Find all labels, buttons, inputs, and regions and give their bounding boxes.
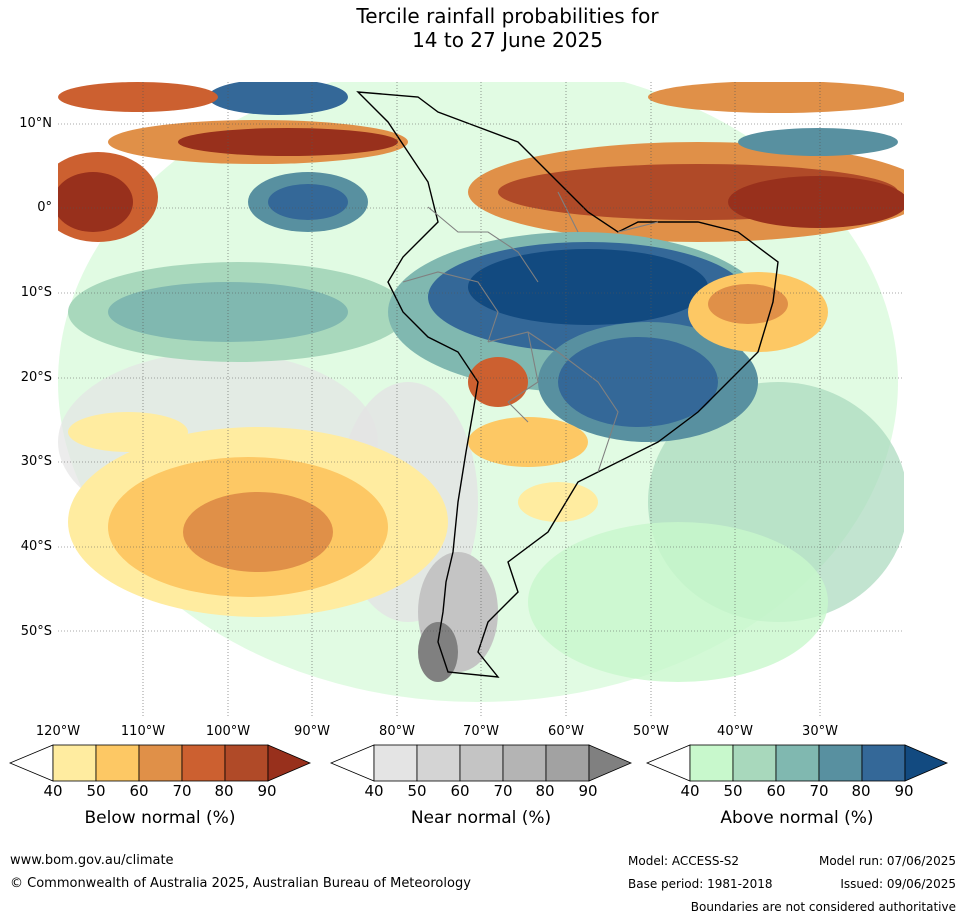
below-tick-70: 70 (172, 782, 192, 800)
lat-label-30s: 30°S (20, 454, 52, 469)
near-colorbar-min-arrow (329, 744, 375, 782)
title-line-1: Tercile rainfall probabilities for (356, 4, 659, 28)
near-tick-60: 60 (450, 782, 470, 800)
footer-model: Model: ACCESS-S2 (628, 854, 740, 868)
lon-label-40w: 40°W (717, 724, 753, 739)
lon-label-50w: 50°W (633, 724, 669, 739)
near-colorbar-segment-1 (416, 744, 461, 782)
lat-label-10s: 10°S (20, 285, 52, 300)
above-colorbar-segment-0 (689, 744, 734, 782)
colorbar-near (329, 744, 633, 782)
lon-label-70w: 70°W (463, 724, 499, 739)
above-tick-80: 80 (851, 782, 871, 800)
below-colorbar-segment-3 (181, 744, 226, 782)
below-tick-80: 80 (214, 782, 234, 800)
below-tick-50: 50 (86, 782, 106, 800)
below-colorbar-max-arrow (267, 744, 312, 782)
south-america-coastline (356, 91, 779, 678)
colorbar-above (645, 744, 949, 782)
footer-copyright: © Commonwealth of Australia 2025, Austra… (10, 876, 471, 891)
footer-base-period: Base period: 1981-2018 (628, 877, 773, 891)
colorbar-below (8, 744, 312, 782)
near-colorbar-segment-0 (373, 744, 418, 782)
lon-label-100w: 100°W (205, 724, 251, 739)
near-tick-80: 80 (535, 782, 555, 800)
near-colorbar-segment-2 (459, 744, 504, 782)
near-colorbar-segment-3 (502, 744, 547, 782)
above-colorbar-segment-2 (775, 744, 820, 782)
footer-issued: Issued: 09/06/2025 (840, 877, 956, 891)
lat-label-40s: 40°S (20, 539, 52, 554)
country-borders (402, 191, 659, 473)
below-colorbar-segment-2 (138, 744, 183, 782)
near-colorbar-segment-4 (545, 744, 590, 782)
above-colorbar-min-arrow (645, 744, 691, 782)
lon-label-120w: 120°W (35, 724, 81, 739)
footer-model-run: Model run: 07/06/2025 (818, 854, 956, 868)
legend-below-title: Below normal (%) (84, 808, 236, 828)
below-colorbar-segment-4 (224, 744, 269, 782)
legend-above-title: Above normal (%) (720, 808, 874, 828)
lon-label-90w: 90°W (294, 724, 330, 739)
title-line-2: 14 to 27 June 2025 (412, 28, 603, 52)
near-tick-40: 40 (364, 782, 384, 800)
above-tick-60: 60 (766, 782, 786, 800)
footer-disclaimer: Boundaries are not considered authoritat… (690, 900, 956, 914)
below-tick-40: 40 (43, 782, 63, 800)
lon-label-80w: 80°W (379, 724, 415, 739)
legend-near-title: Near normal (%) (410, 808, 552, 828)
below-tick-60: 60 (129, 782, 149, 800)
lon-label-110w: 110°W (120, 724, 166, 739)
above-colorbar-max-arrow (904, 744, 949, 782)
near-tick-70: 70 (493, 782, 513, 800)
lat-label-20s: 20°S (20, 370, 52, 385)
above-tick-50: 50 (723, 782, 743, 800)
rainfall-probability-map (58, 82, 904, 716)
near-tick-50: 50 (407, 782, 427, 800)
above-tick-70: 70 (809, 782, 829, 800)
above-tick-40: 40 (680, 782, 700, 800)
above-tick-90: 90 (894, 782, 914, 800)
above-colorbar-segment-1 (732, 744, 777, 782)
lon-label-60w: 60°W (548, 724, 584, 739)
below-colorbar-segment-1 (95, 744, 140, 782)
lon-label-30w: 30°W (802, 724, 838, 739)
footer-url[interactable]: www.bom.gov.au/climate (10, 853, 174, 868)
below-tick-90: 90 (257, 782, 277, 800)
lat-label-0: 0° (37, 200, 52, 215)
below-colorbar-segment-0 (52, 744, 97, 782)
near-tick-90: 90 (578, 782, 598, 800)
map-gridlines (58, 82, 904, 716)
above-colorbar-segment-3 (818, 744, 863, 782)
map-title: Tercile rainfall probabilities for 14 to… (0, 4, 965, 52)
near-colorbar-max-arrow (588, 744, 633, 782)
below-colorbar-min-arrow (8, 744, 54, 782)
above-colorbar-segment-4 (861, 744, 906, 782)
lat-label-50s: 50°S (20, 624, 52, 639)
lat-label-10n: 10°N (19, 116, 52, 131)
